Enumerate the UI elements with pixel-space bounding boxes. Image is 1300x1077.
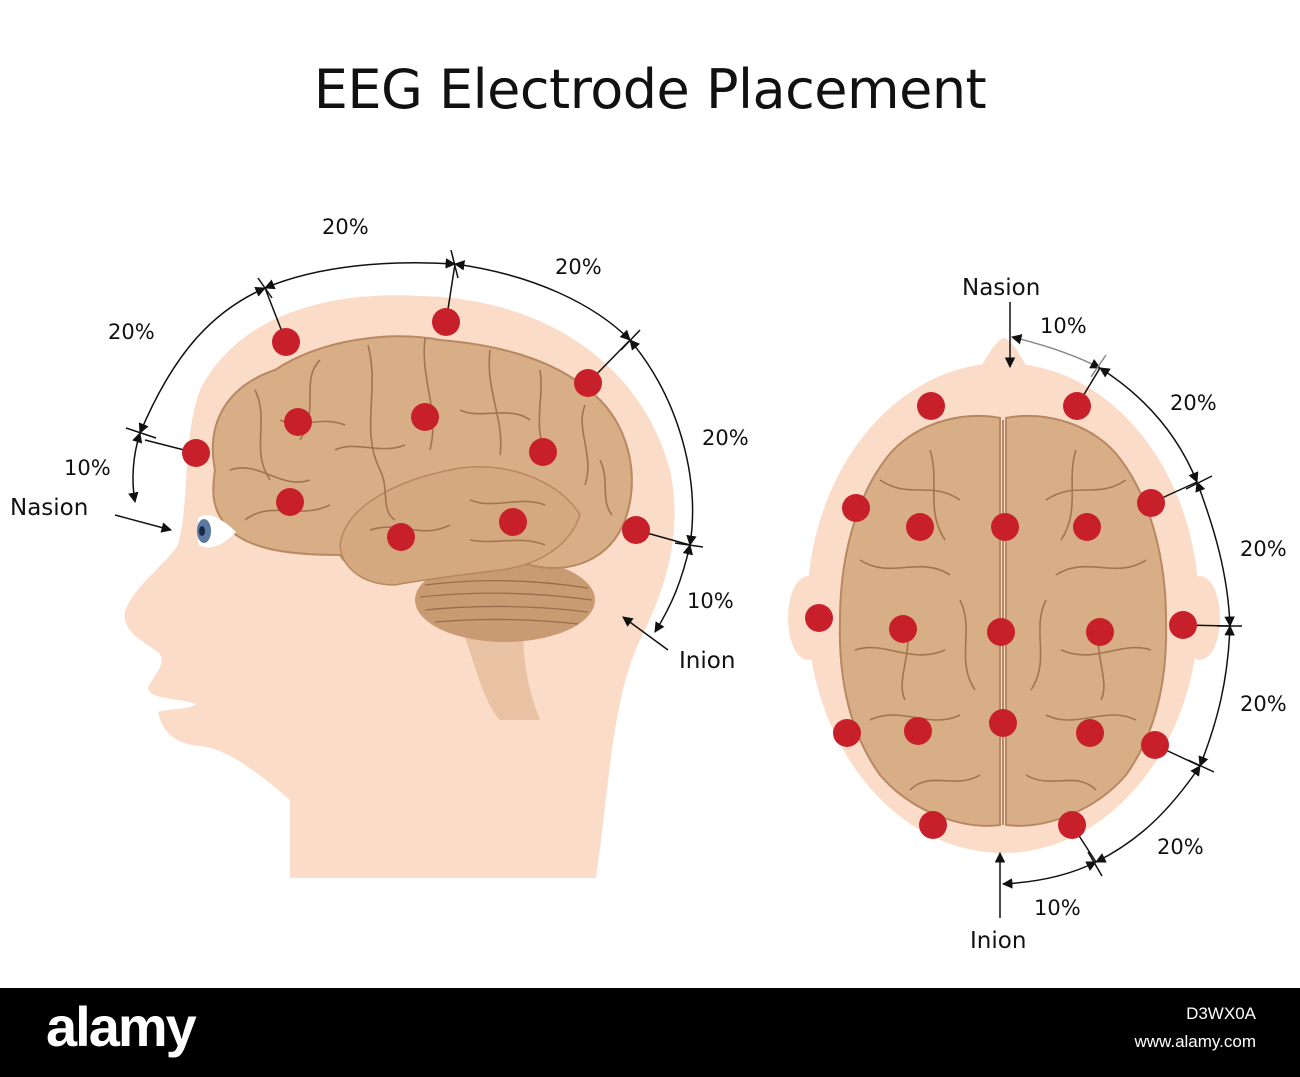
- electrode: [574, 369, 602, 397]
- nose: [978, 338, 1030, 372]
- electrode: [1137, 489, 1165, 517]
- electrode: [1076, 719, 1104, 747]
- electrode: [1058, 811, 1086, 839]
- top-pct-mid-lower: 20%: [1240, 692, 1287, 716]
- electrode: [833, 719, 861, 747]
- electrode: [917, 392, 945, 420]
- top-view-measurements: [994, 302, 1242, 918]
- electrode: [529, 438, 557, 466]
- electrode: [904, 717, 932, 745]
- image-id: D3WX0A: [1186, 1004, 1256, 1023]
- electrode: [622, 516, 650, 544]
- watermark-footer: alamy D3WX0A www.alamy.com: [0, 988, 1300, 1077]
- side-nasion-label: Nasion: [10, 495, 88, 521]
- electrode: [906, 513, 934, 541]
- top-inion-label: Inion: [970, 928, 1026, 954]
- top-pct-upper: 20%: [1170, 391, 1217, 415]
- electrode: [991, 513, 1019, 541]
- side-pct-nasion: 10%: [64, 456, 111, 480]
- electrode: [432, 308, 460, 336]
- eye-icon: [197, 515, 236, 548]
- top-pct-mid-upper: 20%: [1240, 537, 1287, 561]
- electrode: [1063, 392, 1091, 420]
- top-view-electrodes: [805, 392, 1197, 839]
- electrode: [1086, 618, 1114, 646]
- right-hemisphere: [1005, 414, 1168, 827]
- top-pct-nasion: 10%: [1040, 314, 1087, 338]
- electrode: [1073, 513, 1101, 541]
- electrode: [1169, 611, 1197, 639]
- electrode: [919, 811, 947, 839]
- electrode: [411, 403, 439, 431]
- electrode: [987, 618, 1015, 646]
- top-nasion-label: Nasion: [962, 275, 1040, 301]
- electrode: [387, 523, 415, 551]
- side-pct-top: 20%: [322, 215, 369, 239]
- side-pct-inion: 10%: [687, 589, 734, 613]
- electrode: [1141, 731, 1169, 759]
- temporal-lobe: [339, 466, 581, 586]
- side-pct-right: 20%: [702, 426, 749, 450]
- side-pct-upper-right: 20%: [555, 255, 602, 279]
- site-url: www.alamy.com: [1134, 1032, 1256, 1051]
- side-view-electrodes: [182, 308, 650, 551]
- electrode: [276, 488, 304, 516]
- electrode: [805, 604, 833, 632]
- top-pct-lower: 20%: [1157, 835, 1204, 859]
- brand-logo: alamy: [46, 995, 197, 1058]
- diagram-title: EEG Electrode Placement: [313, 58, 987, 121]
- electrode: [272, 328, 300, 356]
- electrode: [889, 615, 917, 643]
- top-pct-inion: 10%: [1034, 896, 1081, 920]
- electrode: [182, 439, 210, 467]
- electrode: [284, 408, 312, 436]
- electrode: [499, 508, 527, 536]
- side-pct-upper-left: 20%: [108, 320, 155, 344]
- side-inion-label: Inion: [679, 648, 735, 674]
- electrode: [842, 494, 870, 522]
- eeg-diagram: 20% 20% 20% 20% 10% 10% Nasion Inion: [10, 215, 1287, 954]
- electrode: [989, 709, 1017, 737]
- left-hemisphere: [838, 414, 1001, 827]
